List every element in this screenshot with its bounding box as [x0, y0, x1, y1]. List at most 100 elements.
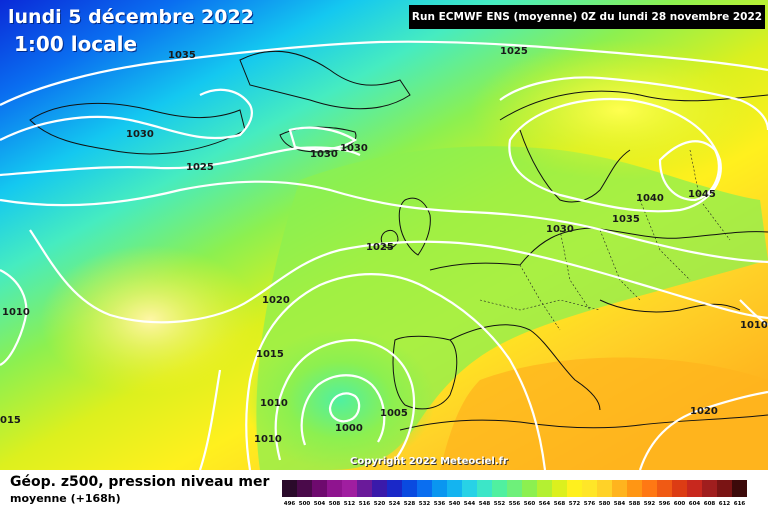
legend-tick-label: 540: [449, 501, 461, 507]
legend-swatch: [702, 480, 717, 497]
legend-swatch: [417, 480, 432, 497]
isobars: [0, 40, 768, 470]
isobar-1045-russia: [658, 140, 720, 202]
legend-swatch: [552, 480, 567, 497]
legend-tick-label: 564: [539, 501, 551, 507]
isobar-1015: [245, 273, 547, 470]
legend-swatch: [282, 480, 297, 497]
legend-tick-label: 552: [494, 501, 506, 507]
legend-tick-label: 504: [314, 501, 326, 507]
legend-tick-label: 548: [479, 501, 491, 507]
color-scale-legend: 496 500 504 508 512 516 520 524 528 532 536 540 544 5…: [282, 480, 747, 507]
pressure-label-1045: 1045: [688, 189, 716, 200]
legend-tick-label: 580: [599, 501, 611, 507]
mediterranean-north-coast: [449, 324, 601, 411]
legend-tick-label: 600: [674, 501, 686, 507]
legend-swatch: [342, 480, 357, 497]
north-africa-coast: [399, 414, 768, 431]
coastlines: [29, 50, 768, 431]
legend-swatch: [522, 480, 537, 497]
isobar-1020-east: [638, 390, 768, 470]
legend-swatch: [717, 480, 732, 497]
legend-tick-label: 612: [719, 501, 731, 507]
isobar-1025-north: [0, 40, 768, 106]
legend-swatch: [327, 480, 342, 497]
legend-swatch: [687, 480, 702, 497]
pressure-label-1010: 1010: [260, 398, 288, 409]
border-line: [599, 229, 641, 301]
legend-tick-label: 584: [614, 501, 626, 507]
pressure-label-1015: 1015: [256, 349, 284, 360]
isobar-1010-west: [0, 269, 28, 366]
isobar-1020: [29, 229, 768, 324]
pressure-label-1030: 1030: [546, 224, 574, 235]
run-info: Run ECMWF ENS (moyenne) 0Z du lundi 28 n…: [409, 5, 765, 29]
iberia-coast: [392, 335, 458, 410]
black-sea-coast: [599, 299, 741, 313]
ireland-coast: [380, 229, 399, 249]
legend-swatch: [597, 480, 612, 497]
scandinavia-coast: [519, 129, 631, 203]
isobar-1030-greenland: [0, 88, 254, 141]
legend-tick-label: 572: [569, 501, 581, 507]
legend-swatch: [537, 480, 552, 497]
legend-swatch: [582, 480, 597, 497]
pressure-label-1000: 1000: [335, 423, 363, 434]
legend-swatch: [612, 480, 627, 497]
legend-tick-label: 576: [584, 501, 596, 507]
border-line: [479, 299, 601, 311]
borders: [479, 149, 731, 331]
pressure-label-1010: 1010: [254, 434, 282, 445]
border-line: [519, 264, 561, 331]
legend-tick-label: 496: [284, 501, 296, 507]
north-coast: [29, 102, 246, 155]
weather-map: 1035 1025 1030 1030 1030 1025 1040 1045 …: [0, 0, 768, 470]
legend-tick-label: 608: [704, 501, 716, 507]
copyright: Copyright 2022 Meteociel.fr: [350, 456, 508, 467]
scandinavian-ridge: [470, 40, 768, 180]
legend-tick-label: 592: [644, 501, 656, 507]
legend-swatch: [642, 480, 657, 497]
legend-tick-label: 536: [434, 501, 446, 507]
legend-swatch: [672, 480, 687, 497]
legend-swatch: [507, 480, 522, 497]
legend-swatch: [627, 480, 642, 497]
legend-tick-label: 544: [464, 501, 476, 507]
pressure-label-1010: 1010: [2, 307, 30, 318]
legend-tick-label: 560: [524, 501, 536, 507]
legend-swatch: [492, 480, 507, 497]
legend-swatch: [357, 480, 372, 497]
legend-swatch: [402, 480, 417, 497]
pressure-label-1020: 1020: [690, 406, 718, 417]
forecast-date: lundi 5 décembre 2022: [8, 6, 254, 28]
legend-tick-label: 524: [389, 501, 401, 507]
isobar-1035-scandinavia: [499, 76, 768, 131]
isobar-1000: [328, 392, 361, 423]
legend-tick-label: 520: [374, 501, 386, 507]
legend-tick-label: 508: [329, 501, 341, 507]
pressure-label-1025: 1025: [366, 242, 394, 253]
pressure-labels: 1035 1025 1030 1030 1030 1025 1040 1045 …: [0, 46, 768, 445]
legend-tick-label: 556: [509, 501, 521, 507]
pressure-label-1010: 1010: [740, 320, 768, 331]
legend-swatch: [567, 480, 582, 497]
isobar-1025-greenland: [0, 146, 361, 177]
pressure-label-1005: 1005: [380, 408, 408, 419]
pressure-label-1030: 1030: [126, 129, 154, 140]
forecast-time: 1:00 locale: [14, 32, 138, 56]
pressure-label-1035: 1035: [168, 50, 196, 61]
legend-swatch: [477, 480, 492, 497]
legend-swatch: [312, 480, 327, 497]
legend-swatch: [447, 480, 462, 497]
legend-tick-label: 528: [404, 501, 416, 507]
isobar-1030-iceland: [288, 126, 358, 151]
pressure-label-1030: 1030: [310, 149, 338, 160]
pressure-label-1025: 1025: [500, 46, 528, 57]
scandinavia-north-coast: [499, 90, 768, 121]
legend-tick-label: 516: [359, 501, 371, 507]
isobar-1030-central: [0, 180, 768, 264]
border-line: [559, 229, 591, 311]
isobar-1005: [300, 374, 386, 446]
legend-tick-label: 616: [734, 501, 746, 507]
